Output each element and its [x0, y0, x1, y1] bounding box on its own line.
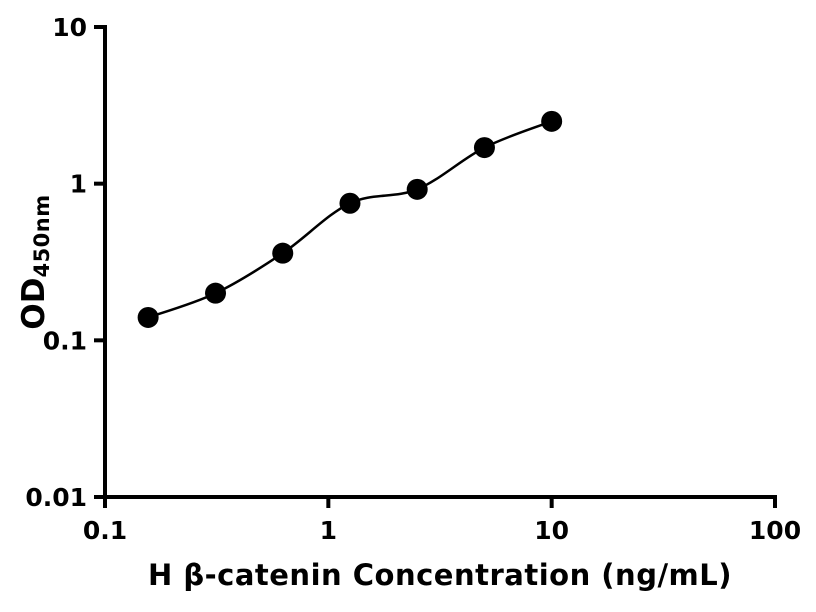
data-point-marker [541, 110, 563, 132]
x-axis-title: H β-catenin Concentration (ng/mL) [147, 558, 733, 592]
y-tick-label: 0.01 [25, 483, 87, 512]
x-tick-label: 0.1 [83, 516, 127, 545]
x-tick-label: 10 [534, 516, 569, 545]
y-tick-label: 10 [52, 13, 87, 42]
data-point-marker [406, 178, 428, 200]
data-point-marker [205, 282, 227, 304]
data-point-marker [473, 137, 495, 159]
x-tick-label: 1 [320, 516, 337, 545]
y-axis-title: OD450nm [16, 194, 54, 330]
x-tick-label: 100 [749, 516, 801, 545]
y-axis-title-subscript: 450nm [30, 194, 54, 278]
y-tick-label: 0.1 [43, 326, 87, 355]
data-point-marker [137, 306, 159, 328]
data-point-marker [272, 242, 294, 264]
y-tick-label: 1 [70, 170, 87, 199]
y-axis-title-main: OD [16, 277, 52, 330]
data-point-marker [339, 192, 361, 214]
